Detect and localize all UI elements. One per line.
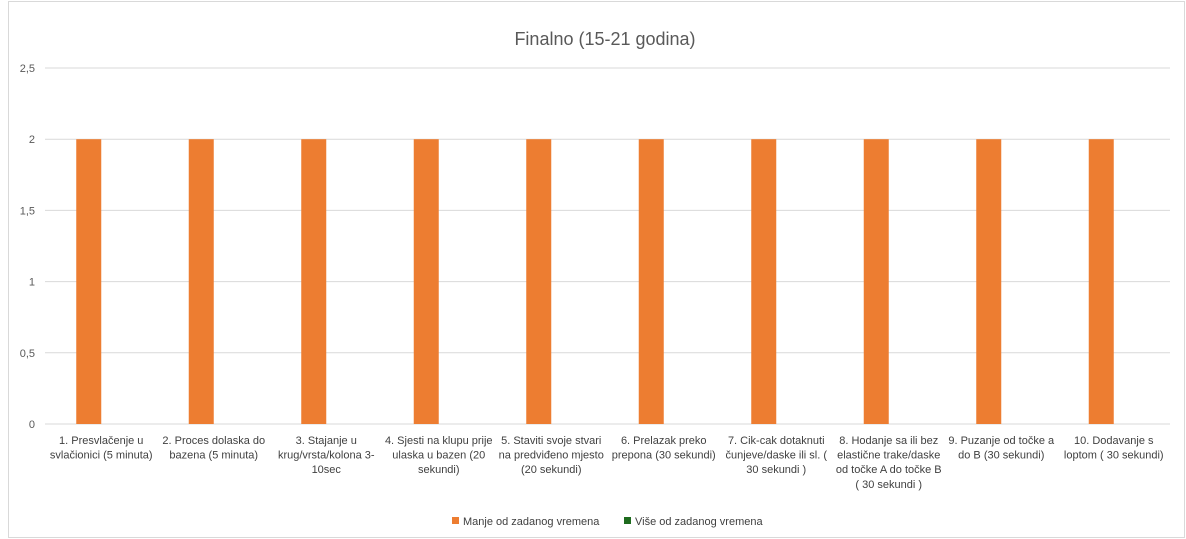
bar-manje-7	[751, 139, 777, 424]
x-category-label: 9. Puzanje od točke a do B (30 sekundi)	[948, 435, 1055, 462]
legend-label-2: Više od zadanog vremena	[635, 516, 763, 528]
legend-swatch-2	[624, 517, 631, 524]
bar-manje-3	[301, 139, 327, 424]
x-category-label: 8. Hodanje sa ili bez elastične trake/das…	[836, 435, 942, 491]
legend-label-1: Manje od zadanog vremena	[463, 516, 600, 528]
y-tick-label: 2,5	[20, 63, 35, 75]
y-tick-label: 0,5	[20, 348, 35, 360]
legend: Manje od zadanog vremena Više od zadanog …	[452, 516, 763, 528]
bar-manje-10	[1088, 139, 1114, 424]
y-tick-label: 2	[29, 134, 35, 146]
y-tick-label: 1	[29, 277, 35, 289]
bar-manje-1	[76, 139, 102, 424]
x-category-label: 1. Presvlačenje u svlačionici (5 minuta)	[50, 435, 153, 462]
x-category-label: 5. Staviti svoje stvari na predviđeno mje…	[499, 435, 604, 476]
bar-manje-4	[413, 139, 439, 424]
x-category-label: 3. Stajanje u krug/vrsta/kolona 3-10sec	[278, 435, 375, 476]
x-category-label: 2. Proces dolaska do bazena (5 minuta)	[162, 435, 265, 462]
x-category-label: 4. Sjesti na klupu prije ulaska u bazen (…	[385, 435, 493, 476]
x-category-label: 6. Prelazak preko prepona (30 sekundi)	[612, 435, 716, 462]
chart-title: Finalno (15-21 godina)	[514, 29, 695, 49]
legend-swatch-1	[452, 517, 459, 524]
bars	[76, 139, 1114, 424]
x-axis-categories: 1. Presvlačenje u svlačionici (5 minuta) 2…	[50, 435, 1164, 491]
y-axis-ticks: 0 0,5 1 1,5 2 2,5	[20, 63, 35, 431]
bar-manje-6	[638, 139, 664, 424]
bar-manje-8	[863, 139, 889, 424]
bar-manje-2	[188, 139, 214, 424]
x-category-label: 7. Cik-cak dotaknuti čunjeve/daske ili sl…	[726, 435, 828, 476]
x-category-label: 10. Dodavanje s loptom ( 30 sekundi)	[1064, 435, 1164, 462]
y-tick-label: 1,5	[20, 205, 35, 217]
bar-manje-9	[976, 139, 1002, 424]
bar-manje-5	[526, 139, 552, 424]
y-tick-label: 0	[29, 419, 35, 431]
